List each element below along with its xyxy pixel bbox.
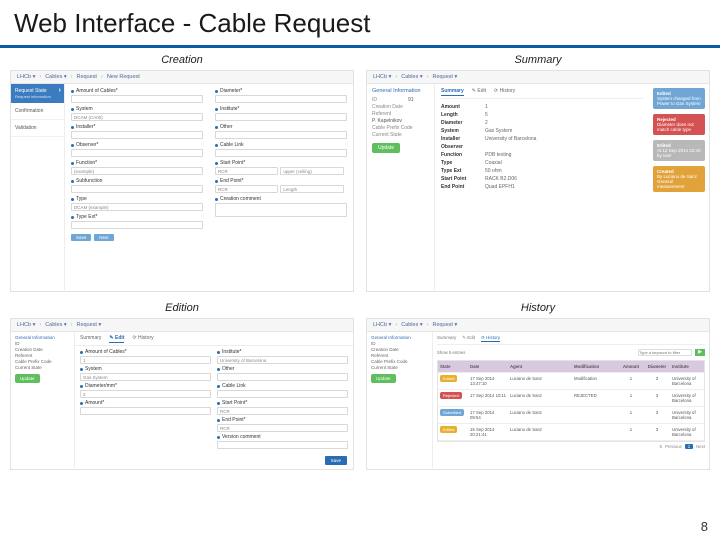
system-select[interactable]: DCAM (CA00) <box>71 113 203 121</box>
startpoint-input[interactable]: RCR <box>215 167 278 175</box>
summary-main: Summary ✎ Edit ⟳ History Amount1 Length5… <box>435 84 649 290</box>
startpoint-side[interactable]: upper (ceiling) <box>280 167 343 175</box>
filter-go-button[interactable]: ▶ <box>695 349 705 356</box>
history-label: History <box>366 300 710 318</box>
step-validation[interactable]: Validation <box>11 120 64 137</box>
screenshot-grid: Creation LHCb ▾› Cables ▾› Request› New … <box>0 48 720 470</box>
endpoint-input[interactable]: RCR <box>215 185 278 193</box>
page-title: Web Interface - Cable Request <box>14 8 706 39</box>
summary-activity: Edited System changed from Power to Gas … <box>649 84 709 290</box>
edition-save-button[interactable]: Save <box>325 456 347 465</box>
table-header: State Date Agent Modification Amount Dia… <box>438 361 704 373</box>
pager-prev[interactable]: Previous <box>665 444 682 449</box>
table-row[interactable]: Edited 17 Sep 2014 13:47:10 Luciano de S… <box>438 373 704 390</box>
pager-next[interactable]: Next <box>696 444 705 449</box>
creation-form-right: Diameter* Institute* Other Cable Link St… <box>209 84 353 290</box>
edition-breadcrumb[interactable]: LHCb ▾› Cables ▾› Request ▾ <box>11 319 353 332</box>
pager: 5 Previous 1 Next <box>437 442 705 451</box>
edition-general-info: General Information ID Creation Date Ref… <box>11 332 75 468</box>
step-sidebar: Request State Request information › Conf… <box>11 84 65 290</box>
history-breadcrumb[interactable]: LHCb ▾› Cables ▾› Request ▾ <box>367 319 709 332</box>
history-filter-input[interactable] <box>638 349 692 356</box>
tab-edit[interactable]: ✎ Edit <box>109 335 124 343</box>
pager-total: 5 <box>660 444 662 449</box>
activity-badge: Edited System changed from Power to Gas … <box>653 88 705 109</box>
ed-cablelink[interactable] <box>217 390 348 398</box>
ed-end[interactable]: RCR <box>217 424 348 432</box>
activity-badge: Rejected Diameter does not match cable t… <box>653 114 705 135</box>
edition-cell: Edition LHCb ▾› Cables ▾› Request ▾ Gene… <box>10 300 354 470</box>
table-row[interactable]: Submitted 17 Sep 2014 09:54 Luciano de S… <box>438 407 704 424</box>
creation-breadcrumb[interactable]: LHCb ▾› Cables ▾› Request› New Request <box>11 71 353 84</box>
ed-system[interactable]: Gas System <box>80 373 211 381</box>
show-entries[interactable]: Show 5 entries <box>437 350 465 355</box>
summary-shot: LHCb ▾› Cables ▾› Request ▾ General Info… <box>366 70 710 292</box>
amount-input[interactable] <box>71 95 203 103</box>
creation-label: Creation <box>10 52 354 70</box>
ed-diameter[interactable]: 2 <box>80 390 211 398</box>
subfunction-input[interactable] <box>71 185 203 193</box>
step-header[interactable]: Request State Request information › <box>11 84 64 103</box>
other-input[interactable] <box>215 131 347 139</box>
next-button[interactable]: Next <box>94 234 113 241</box>
cablelink-input[interactable] <box>215 149 347 157</box>
ed-comment[interactable] <box>217 441 348 449</box>
summary-general-info: General Information ID91 Creation Date R… <box>367 84 435 290</box>
summary-tabs: Summary ✎ Edit ⟳ History <box>441 88 643 99</box>
tab-edit[interactable]: ✎ Edit <box>462 335 475 342</box>
edition-update-button[interactable]: Update <box>15 374 40 383</box>
history-update-button[interactable]: Update <box>371 374 396 383</box>
history-tabs: Summary ✎ Edit ⟳ History <box>437 335 705 345</box>
type-input[interactable]: DCAM (example) <box>71 203 203 211</box>
comment-input[interactable] <box>215 203 347 217</box>
institute-input[interactable] <box>215 113 347 121</box>
diameter-input[interactable] <box>215 95 347 103</box>
creation-form-left: Amount of Cables* SystemDCAM (CA00) Inst… <box>65 84 209 290</box>
endpoint-side[interactable]: Length <box>280 185 343 193</box>
ed-amount[interactable]: 1 <box>80 356 211 364</box>
tab-edit[interactable]: ✎ Edit <box>472 88 486 96</box>
table-row[interactable]: Edited 15 Sep 2014 20:21:41 Luciano de S… <box>438 424 704 441</box>
summary-cell: Summary LHCb ▾› Cables ▾› Request ▾ Gene… <box>366 52 710 292</box>
summary-breadcrumb[interactable]: LHCb ▾› Cables ▾› Request ▾ <box>367 71 709 84</box>
activity-badge: Created By Luciano de Sanz General measu… <box>653 166 705 192</box>
ed-other[interactable] <box>217 373 348 381</box>
edition-tabs: Summary ✎ Edit ⟳ History <box>75 332 353 346</box>
tab-history[interactable]: ⟳ History <box>132 335 153 343</box>
activity-badge: Edited At 12 Sep 2014 22:43 by user <box>653 140 705 161</box>
save-button[interactable]: Save <box>71 234 91 241</box>
tab-history[interactable]: ⟳ History <box>494 88 515 96</box>
summary-label: Summary <box>366 52 710 70</box>
tab-summary[interactable]: Summary <box>80 335 101 343</box>
installer-input[interactable] <box>71 131 203 139</box>
observer-input[interactable] <box>71 149 203 157</box>
table-row[interactable]: Rejected 17 Sep 2014 10:11 Luciano de Sa… <box>438 390 704 407</box>
update-button[interactable]: Update <box>372 143 400 153</box>
step-confirmation[interactable]: Confirmation <box>11 103 64 120</box>
edition-label: Edition <box>10 300 354 318</box>
function-input[interactable]: (example) <box>71 167 203 175</box>
history-general-info: General Information ID Creation Date Ref… <box>367 332 433 468</box>
ed-amount2[interactable] <box>80 407 211 415</box>
history-cell: History LHCb ▾› Cables ▾› Request ▾ Gene… <box>366 300 710 470</box>
history-shot: LHCb ▾› Cables ▾› Request ▾ General Info… <box>366 318 710 470</box>
tab-summary[interactable]: Summary <box>441 88 464 96</box>
tab-history[interactable]: ⟳ History <box>481 335 500 342</box>
edition-shot: LHCb ▾› Cables ▾› Request ▾ General Info… <box>10 318 354 470</box>
creation-cell: Creation LHCb ▾› Cables ▾› Request› New … <box>10 52 354 292</box>
creation-shot: LHCb ▾› Cables ▾› Request› New Request R… <box>10 70 354 292</box>
pager-page[interactable]: 1 <box>685 444 693 449</box>
tab-summary[interactable]: Summary <box>437 335 456 342</box>
ed-start[interactable]: RCR <box>217 407 348 415</box>
chevron-right-icon: › <box>59 87 61 94</box>
title-bar: Web Interface - Cable Request <box>0 0 720 48</box>
history-table: State Date Agent Modification Amount Dia… <box>437 360 705 442</box>
ed-institute[interactable]: University of Barcelona <box>217 356 348 364</box>
typeext-input[interactable] <box>71 221 203 229</box>
page-number: 8 <box>701 519 708 534</box>
